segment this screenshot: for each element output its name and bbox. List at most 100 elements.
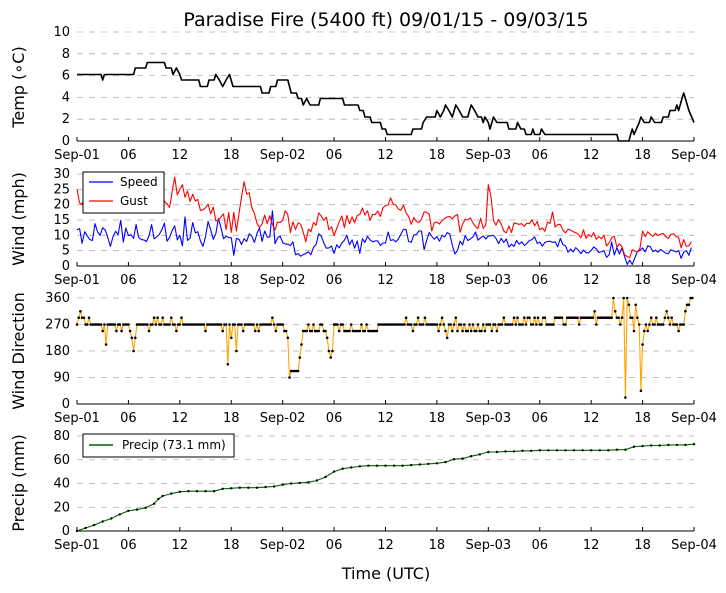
wind-direction-point (444, 329, 447, 333)
wind-direction-point (523, 316, 526, 320)
wind-direction-point (349, 323, 353, 326)
wind-direction-point (303, 329, 307, 333)
precip-point (641, 444, 644, 448)
wind-direction-point (331, 349, 334, 353)
precip-point (692, 443, 696, 446)
precip-point (212, 490, 216, 493)
wind-direction-point (593, 310, 596, 313)
wind-direction-point (476, 323, 480, 326)
wind-speed-x-tick-label: 12 (583, 273, 600, 288)
wind-speed-x-tick-label: 18 (429, 273, 446, 288)
wind-direction-x-tick-label: 06 (531, 411, 548, 426)
wind-direction-point (257, 329, 261, 333)
wind-direction-y-tick-label: 360 (45, 291, 70, 306)
precip-point (384, 464, 387, 467)
precip-y-tick-label: 80 (53, 429, 70, 444)
wind-direction-y-tick-label: 0 (62, 397, 70, 412)
precip-point (157, 497, 160, 501)
temp-x-tick-label: Sep-03 (465, 148, 511, 163)
wind-direction-point (411, 329, 415, 333)
wind-direction-point (151, 323, 154, 326)
temp-panel: 0 2 4 6 8 10 Sep-01 06 12 18 Sep-02 06 12 18 Sep-03 06… (9, 25, 717, 163)
wind-direction-line-wind-direction (76, 297, 693, 399)
temp-x-tick-label: 06 (326, 148, 343, 163)
wind-direction-point (120, 329, 123, 333)
temp-x-tick-label: 12 (172, 148, 189, 163)
precip-point (392, 464, 396, 467)
wind-direction-point (325, 336, 329, 340)
figure-title: Paradise Fire (5400 ft) 09/01/15 - 09/03… (183, 9, 588, 31)
precip-x-tick-label: 12 (377, 538, 394, 553)
wind-direction-point (653, 323, 656, 326)
wind-direction-point (353, 329, 356, 333)
wind-direction-point (655, 316, 658, 320)
wind-speed-line-speed (76, 210, 692, 266)
wind-direction-point (521, 323, 524, 326)
precip-point (264, 485, 267, 489)
precip-point (187, 490, 190, 493)
temp-y-tick-label: 6 (62, 69, 70, 84)
wind-direction-point (173, 323, 176, 326)
precip-x-tick-label: 18 (223, 538, 240, 553)
wind-direction-point (272, 323, 276, 326)
precip-x-tick-label: 06 (120, 538, 137, 553)
precip-point (410, 463, 413, 467)
wind-direction-point (363, 329, 367, 333)
wind-direction-point (576, 316, 579, 320)
precip-point (564, 449, 567, 452)
wind-direction-point (146, 323, 149, 326)
wind-direction-point (401, 323, 404, 326)
precip-point (127, 509, 130, 512)
wind-direction-point (168, 323, 171, 326)
precip-x-ticks: Sep-01 06 12 18 Sep-02 06 12 18 Sep-03 06 12 18 Sep-… (54, 527, 717, 553)
precip-x-tick-label: Sep-03 (465, 538, 511, 553)
wind-direction-point (286, 336, 290, 340)
wind-direction-point (451, 329, 454, 333)
precip-point (298, 481, 301, 485)
wind-direction-point (315, 329, 319, 333)
wind-direction-point (528, 316, 531, 320)
wind-direction-point (375, 329, 379, 333)
wind-direction-point (627, 303, 631, 307)
temp-x-tick-label: Sep-04 (671, 148, 717, 163)
wind-direction-x-ticks: Sep-01 06 12 18 Sep-02 06 12 18 Sep-03 06 12 18 Sep-… (54, 400, 717, 426)
wind-direction-point (329, 356, 333, 359)
wind-direction-point (339, 323, 343, 326)
wind-speed-y-tick-label: 10 (53, 228, 70, 243)
legend-label-gust: Gust (120, 194, 148, 208)
precip-point (624, 448, 627, 451)
precip-point (307, 481, 310, 484)
wind-direction-point (437, 329, 440, 333)
temp-y-label: Temp (∘C) (9, 46, 28, 128)
precip-point (230, 487, 233, 490)
wind-direction-point (622, 296, 625, 300)
wind-direction-point (288, 376, 291, 379)
wind-legend-box (82, 171, 165, 214)
wind-direction-x-tick-label: Sep-02 (260, 411, 306, 426)
precip-point (427, 462, 430, 466)
wind-direction-point (307, 323, 310, 326)
wind-direction-point (99, 323, 103, 326)
wind-direction-point (415, 323, 418, 326)
precip-point (632, 445, 636, 448)
temp-x-tick-label: 06 (531, 148, 548, 163)
wind-direction-point (531, 323, 535, 326)
wind-direction-point (271, 316, 274, 320)
wind-direction-point (493, 323, 497, 326)
wind-direction-point (475, 329, 478, 333)
precip-point (238, 486, 241, 489)
precip-series (75, 443, 696, 533)
wind-direction-point (663, 316, 667, 320)
wind-direction-point (312, 323, 315, 326)
wind-direction-point (296, 369, 300, 373)
precip-point (504, 450, 507, 453)
wind-direction-point (442, 323, 446, 326)
wind-direction-point (413, 323, 416, 326)
wind-direction-x-tick-label: 18 (223, 411, 240, 426)
wind-direction-point (685, 303, 689, 307)
wind-direction-point (291, 369, 295, 373)
precip-point (144, 506, 147, 509)
wind-direction-point (175, 329, 178, 333)
